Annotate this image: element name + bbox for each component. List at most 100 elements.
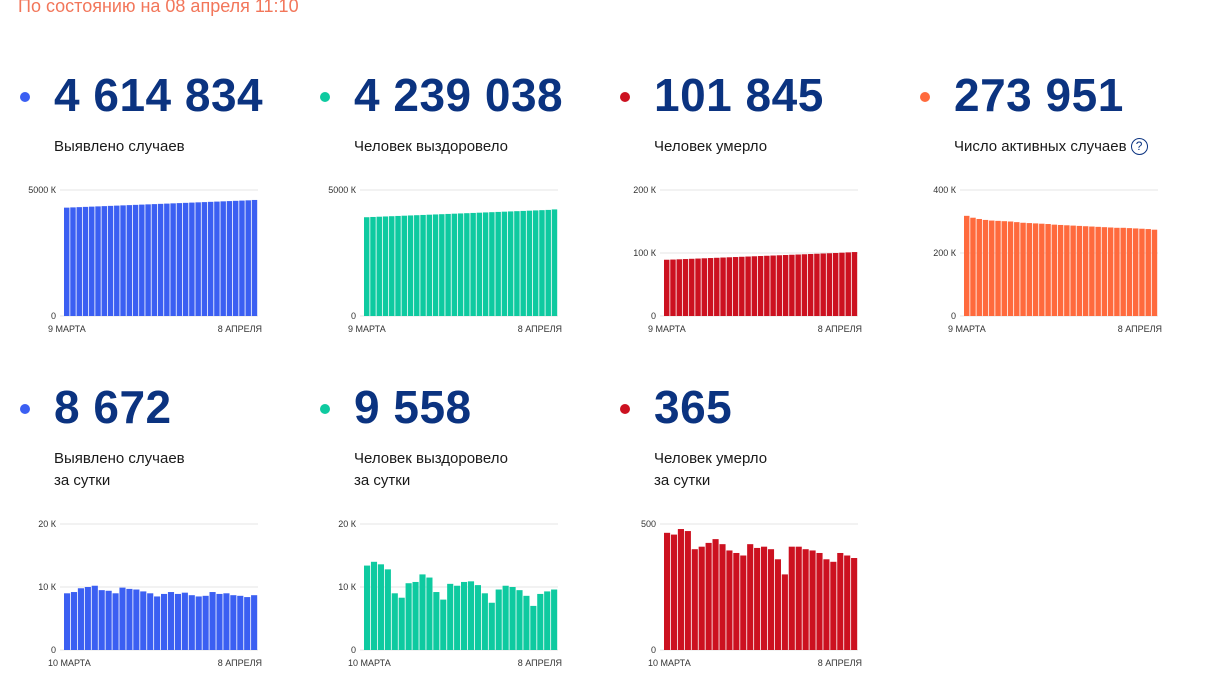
- stat-card: 101 845 Человек умерло 0 100 К 200 К 9 МАРТА 8…: [618, 68, 908, 388]
- bar: [495, 211, 501, 316]
- bar: [539, 210, 545, 316]
- bar: [832, 253, 839, 316]
- series-dot-icon: [620, 404, 630, 414]
- bar: [795, 254, 801, 316]
- bar: [195, 596, 202, 650]
- bar: [795, 546, 802, 650]
- bar: [232, 200, 239, 316]
- stat-label-line: Число активных случаев?: [954, 136, 1148, 158]
- series-dot-icon: [20, 92, 30, 102]
- bar: [70, 207, 76, 316]
- bar: [520, 210, 526, 316]
- y-tick-label: 200 К: [633, 185, 657, 195]
- x-tick-label-end: 8 АПРЕЛЯ: [518, 324, 562, 334]
- y-tick-label: 10 К: [38, 582, 57, 592]
- bar: [91, 585, 98, 650]
- bar: [809, 550, 816, 650]
- bar: [226, 201, 233, 316]
- x-tick-label-end: 8 АПРЕЛЯ: [218, 324, 262, 334]
- bar: [482, 212, 489, 316]
- bar: [119, 587, 126, 650]
- bar: [1039, 223, 1045, 316]
- bar: [132, 204, 139, 316]
- bar: [514, 211, 520, 316]
- bar: [1051, 224, 1058, 316]
- bar: [689, 258, 695, 316]
- bar: [161, 593, 168, 650]
- y-tick-label: 0: [951, 311, 956, 321]
- bar: [1020, 222, 1026, 316]
- bar: [502, 585, 509, 650]
- bar: [389, 216, 395, 316]
- bar: [719, 544, 726, 650]
- bar: [126, 205, 133, 316]
- bar: [391, 593, 398, 650]
- bar: [844, 555, 851, 650]
- stat-label-line: за сутки: [654, 472, 711, 489]
- bar: [414, 215, 420, 316]
- bar: [1026, 223, 1033, 316]
- bar: [207, 201, 214, 316]
- bar: [1120, 227, 1126, 316]
- bar: [112, 593, 119, 650]
- bar-chart: 0 5000 К 9 МАРТА 8 АПРЕЛЯ: [28, 185, 262, 334]
- stat-value: 8 672: [54, 381, 172, 433]
- bar: [140, 591, 147, 650]
- bar: [376, 216, 382, 316]
- status-timestamp: По состоянию на 08 апреля 11:10: [18, 0, 299, 16]
- bar: [454, 585, 461, 650]
- bar: [139, 204, 145, 316]
- bar: [398, 597, 405, 650]
- bar: [670, 259, 676, 316]
- bar: [209, 592, 216, 650]
- bar: [181, 592, 188, 650]
- bar: [433, 592, 440, 650]
- bar: [1082, 226, 1089, 316]
- bar: [781, 574, 788, 650]
- stat-label: Выявлено случаев: [54, 136, 185, 158]
- bar: [164, 203, 170, 316]
- series-dot-icon: [920, 92, 930, 102]
- bar-chart: 0 500 10 МАРТА 8 АПРЕЛЯ: [641, 519, 862, 668]
- bar: [530, 605, 537, 650]
- y-tick-label: 100 К: [633, 248, 657, 258]
- bar: [188, 595, 195, 650]
- bar: [545, 209, 551, 316]
- bar: [551, 209, 558, 316]
- stat-label: Человек умерло за сутки: [654, 448, 767, 492]
- bar: [839, 252, 845, 316]
- bar: [216, 593, 223, 650]
- bar: [170, 203, 176, 316]
- bar: [1114, 227, 1120, 316]
- bar: [976, 218, 982, 316]
- bar: [70, 592, 78, 650]
- bar: [801, 254, 808, 316]
- y-tick-label: 20 К: [338, 519, 357, 529]
- bar-chart: 0 5000 К 9 МАРТА 8 АПРЕЛЯ: [328, 185, 562, 334]
- help-icon[interactable]: ?: [1130, 138, 1148, 155]
- bar: [733, 552, 740, 650]
- bar: [523, 595, 530, 650]
- bar: [1032, 223, 1039, 316]
- x-tick-label-start: 10 МАРТА: [348, 658, 391, 668]
- bar-chart: 0 10 К 20 К 10 МАРТА 8 АПРЕЛЯ: [338, 519, 562, 668]
- bar: [695, 258, 701, 316]
- y-tick-label: 0: [651, 311, 656, 321]
- bar: [495, 589, 502, 650]
- bar: [189, 202, 195, 316]
- y-tick-label: 20 К: [38, 519, 57, 529]
- bar: [89, 206, 95, 316]
- bar: [698, 546, 705, 650]
- x-tick-label-start: 10 МАРТА: [648, 658, 691, 668]
- bar: [770, 255, 776, 316]
- bar: [201, 202, 208, 316]
- bar: [489, 212, 495, 316]
- bar: [837, 552, 844, 650]
- bar: [826, 253, 833, 316]
- bar: [720, 257, 726, 316]
- bar: [726, 550, 733, 650]
- stat-label-line: Выявлено случаев: [54, 138, 185, 155]
- bar: [145, 204, 151, 316]
- bar: [1089, 226, 1095, 316]
- bar: [740, 555, 747, 650]
